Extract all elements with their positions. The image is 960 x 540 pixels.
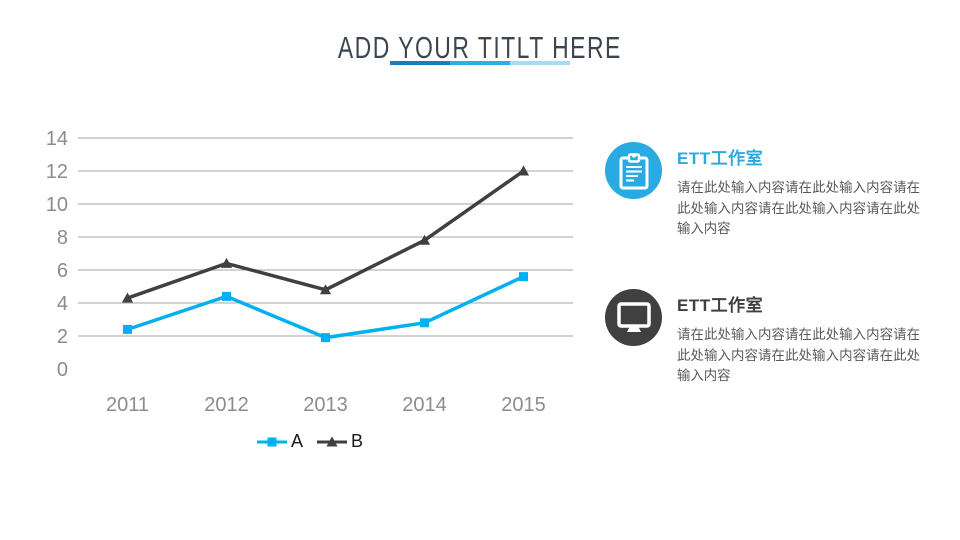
title-underline [390, 61, 570, 65]
underline-segment-mid [450, 61, 510, 65]
clipboard-icon [605, 142, 662, 199]
svg-text:2011: 2011 [106, 394, 149, 416]
svg-text:0: 0 [57, 359, 68, 381]
info-block-2-title: ETT工作室 [677, 296, 764, 315]
info-block-1-body: 请在此处输入内容请在此处输入内容请在此处输入内容请在此处输入内容请在此处输入内容 [677, 180, 920, 236]
underline-segment-light [510, 61, 570, 65]
legend-item-B: B [317, 431, 363, 452]
svg-text:6: 6 [57, 260, 68, 282]
title-block: ADD YOUR TITLT HERE [0, 30, 960, 66]
svg-text:2012: 2012 [204, 394, 249, 416]
svg-text:8: 8 [57, 227, 68, 249]
svg-text:2: 2 [57, 326, 68, 348]
info-block-1: ETT工作室 请在此处输入内容请在此处输入内容请在此处输入内容请在此处输入内容请… [605, 142, 920, 240]
info-block-1-title: ETT工作室 [677, 149, 764, 168]
svg-text:2013: 2013 [303, 394, 348, 416]
underline-segment-dark [390, 61, 450, 65]
page-title: ADD YOUR TITLT HERE [338, 30, 622, 65]
line-chart-plot: 0 2 4 6 8 10 12 14 2011 2012 2013 2014 2015 [46, 128, 573, 416]
legend-label-B: B [351, 431, 364, 451]
info-block-2-body: 请在此处输入内容请在此处输入内容请在此处输入内容请在此处输入内容请在此处输入内容 [677, 327, 920, 383]
svg-text:2015: 2015 [501, 394, 546, 416]
svg-text:10: 10 [46, 194, 68, 216]
monitor-icon [605, 289, 662, 346]
legend-item-A: A [256, 431, 303, 452]
svg-text:14: 14 [46, 128, 68, 150]
svg-text:12: 12 [46, 161, 68, 183]
svg-text:2014: 2014 [402, 394, 447, 416]
svg-text:4: 4 [57, 293, 68, 315]
info-block-2: ETT工作室 请在此处输入内容请在此处输入内容请在此处输入内容请在此处输入内容请… [605, 289, 920, 387]
legend-label-A: A [290, 431, 303, 451]
